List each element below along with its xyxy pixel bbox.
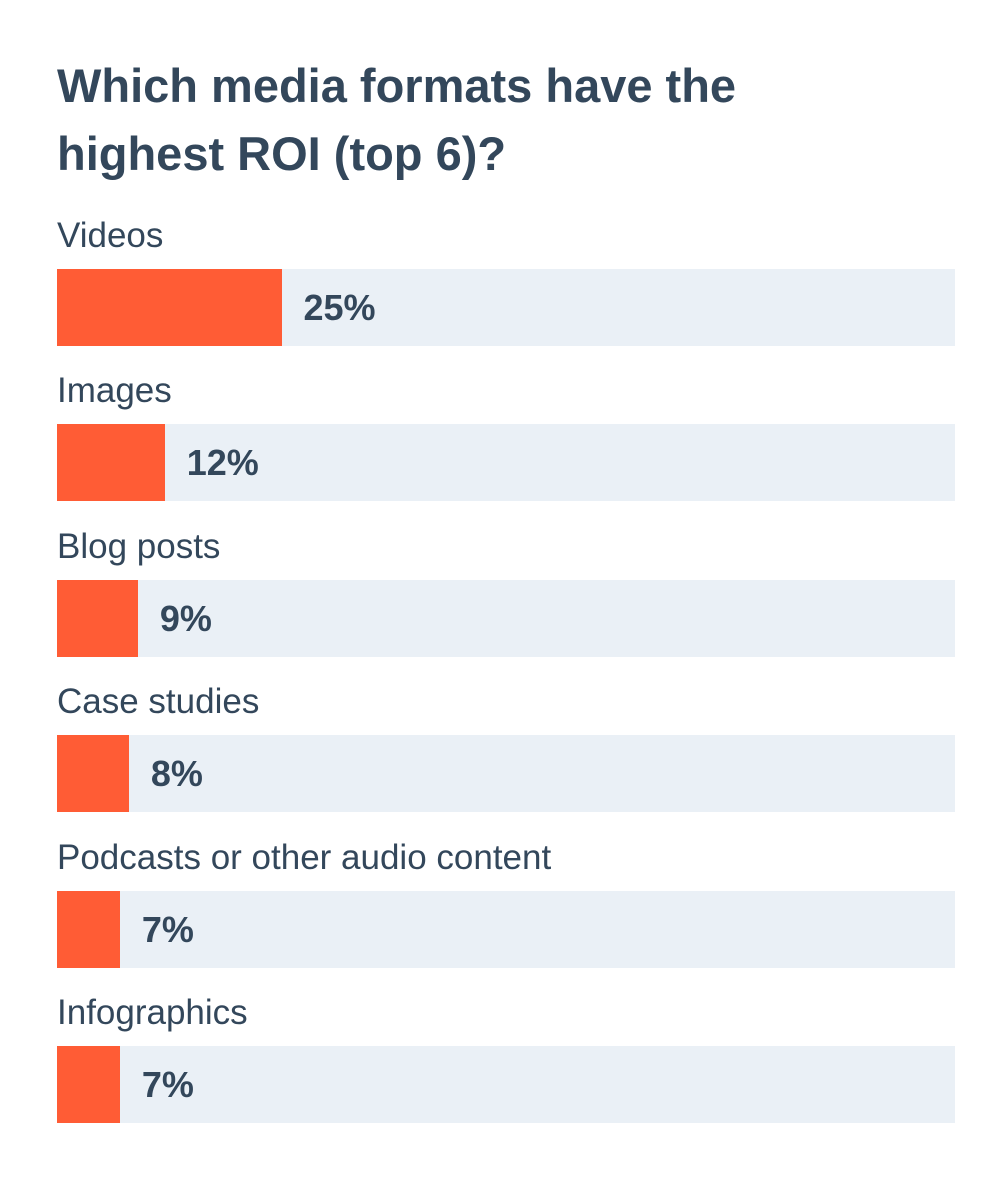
bar <box>57 269 282 346</box>
value-label: 25% <box>303 287 376 328</box>
bar <box>57 1046 120 1123</box>
category-label: Videos <box>57 216 164 255</box>
bar-track <box>57 424 955 502</box>
category-label: Blog posts <box>57 526 221 566</box>
category-label: Case studies <box>57 682 260 722</box>
bar <box>57 735 129 813</box>
bar-track <box>57 890 955 968</box>
bar-track <box>57 735 955 813</box>
value-label: 12% <box>186 442 259 484</box>
category-label: Images <box>57 371 172 411</box>
value-label: 7% <box>141 908 194 950</box>
category-label: Podcasts or other audio content <box>57 837 552 877</box>
value-label: 9% <box>159 597 212 639</box>
value-label: 7% <box>141 1064 194 1105</box>
value-label: 8% <box>150 753 203 795</box>
bar <box>57 424 165 502</box>
bar-track <box>57 1046 955 1123</box>
chart-title: Which media formats have the highest ROI… <box>57 59 737 180</box>
bar <box>57 890 120 968</box>
bar-track <box>57 579 955 657</box>
category-label: Infographics <box>57 993 248 1032</box>
bar <box>57 579 138 657</box>
